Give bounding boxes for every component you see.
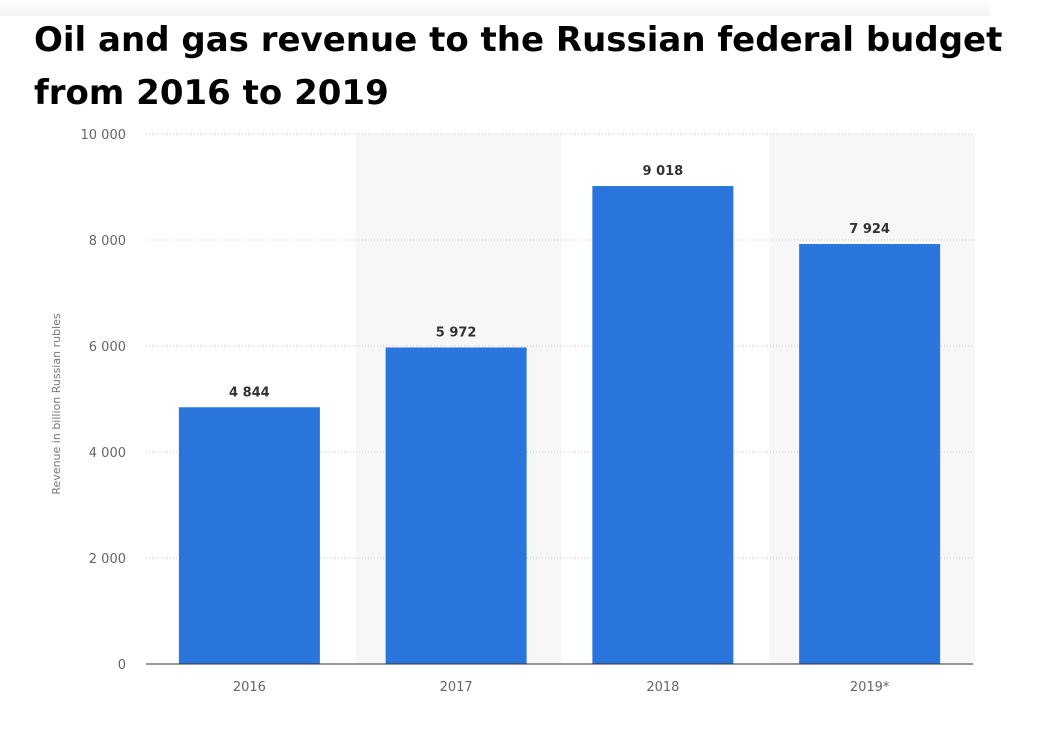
bar-series: [178, 186, 941, 664]
x-tick-label: 2018: [646, 680, 679, 695]
data-label-2017: 5 972: [436, 325, 477, 340]
data-label-2016: 4 844: [229, 385, 270, 400]
chart-title: Oil and gas revenue to the Russian feder…: [34, 20, 1003, 113]
data-label-2019*: 7 924: [849, 222, 890, 237]
y-axis-title: Revenue in billion Russian rubles: [50, 313, 63, 494]
y-tick-label: 4 000: [89, 446, 126, 461]
x-tick-label: 2019*: [850, 680, 890, 695]
y-tick-label: 2 000: [89, 552, 126, 567]
bar-2019*[interactable]: [799, 244, 941, 664]
y-axis-ticks: 0 2 000 4 000 6 000 8 000 10 000: [81, 128, 127, 673]
x-axis-ticks: 2016 2017 2018 2019*: [233, 680, 890, 695]
data-labels: 4 844 5 972 9 018 7 924: [229, 164, 890, 400]
y-tick-label: 10 000: [81, 128, 127, 143]
x-tick-label: 2016: [233, 680, 266, 695]
x-tick-label: 2017: [440, 680, 473, 695]
bar-2018[interactable]: [592, 186, 734, 664]
y-tick-label: 6 000: [89, 340, 126, 355]
data-label-2018: 9 018: [643, 164, 684, 179]
y-tick-label: 8 000: [89, 234, 126, 249]
bar-2017[interactable]: [385, 347, 527, 664]
y-tick-label: 0: [118, 658, 126, 673]
top-strip: [0, 0, 990, 16]
bar-2016[interactable]: [178, 407, 320, 664]
